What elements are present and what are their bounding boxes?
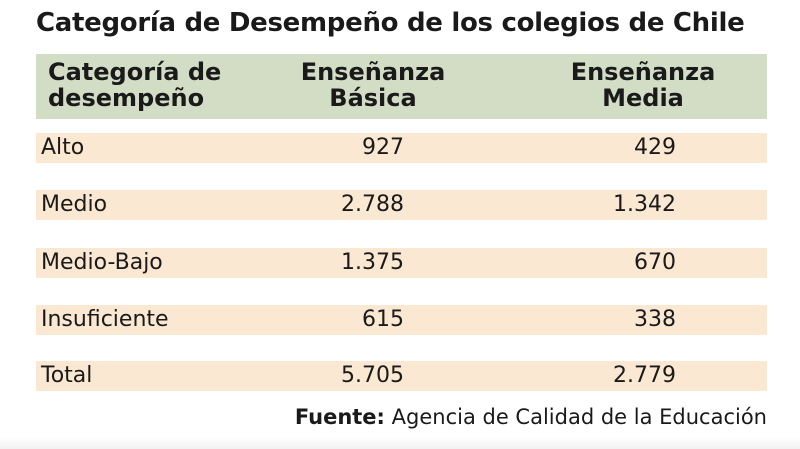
- row-basica-value: 1.375: [341, 250, 404, 275]
- row-media-value: 429: [634, 135, 676, 160]
- row-label: Medio: [41, 192, 108, 217]
- row-label: Medio-Bajo: [41, 250, 163, 275]
- source-label: Fuente:: [294, 405, 385, 429]
- table-row-insuficiente: Insuficiente 615 338: [36, 305, 767, 335]
- row-basica-value: 927: [362, 135, 404, 160]
- header-category: Categoría de desempeño: [48, 58, 222, 112]
- row-media-value: 670: [634, 250, 676, 275]
- source-note: Fuente: Agencia de Calidad de la Educaci…: [295, 405, 767, 429]
- row-label: Insuficiente: [41, 307, 169, 332]
- row-basica-value: 5.705: [341, 363, 404, 388]
- row-basica-value: 615: [362, 307, 404, 332]
- header-basica: Enseñanza Básica: [300, 58, 446, 112]
- row-media-value: 338: [634, 307, 676, 332]
- row-basica-value: 2.788: [341, 192, 404, 217]
- table-title: Categoría de Desempeño de los colegios d…: [36, 8, 745, 38]
- row-media-value: 2.779: [613, 363, 676, 388]
- table-row-total: Total 5.705 2.779: [36, 361, 767, 391]
- table-row-medio-bajo: Medio-Bajo 1.375 670: [36, 248, 767, 278]
- table-row-alto: Alto 927 429: [36, 133, 767, 163]
- header-media: Enseñanza Media: [570, 58, 716, 112]
- row-media-value: 1.342: [613, 192, 676, 217]
- table-header: Categoría de desempeño Enseñanza Básica …: [36, 54, 767, 119]
- source-text: Agencia de Calidad de la Educación: [391, 405, 767, 429]
- footer-divider: [0, 437, 800, 449]
- row-label: Total: [41, 363, 93, 388]
- table-row-medio: Medio 2.788 1.342: [36, 190, 767, 220]
- row-label: Alto: [41, 135, 85, 160]
